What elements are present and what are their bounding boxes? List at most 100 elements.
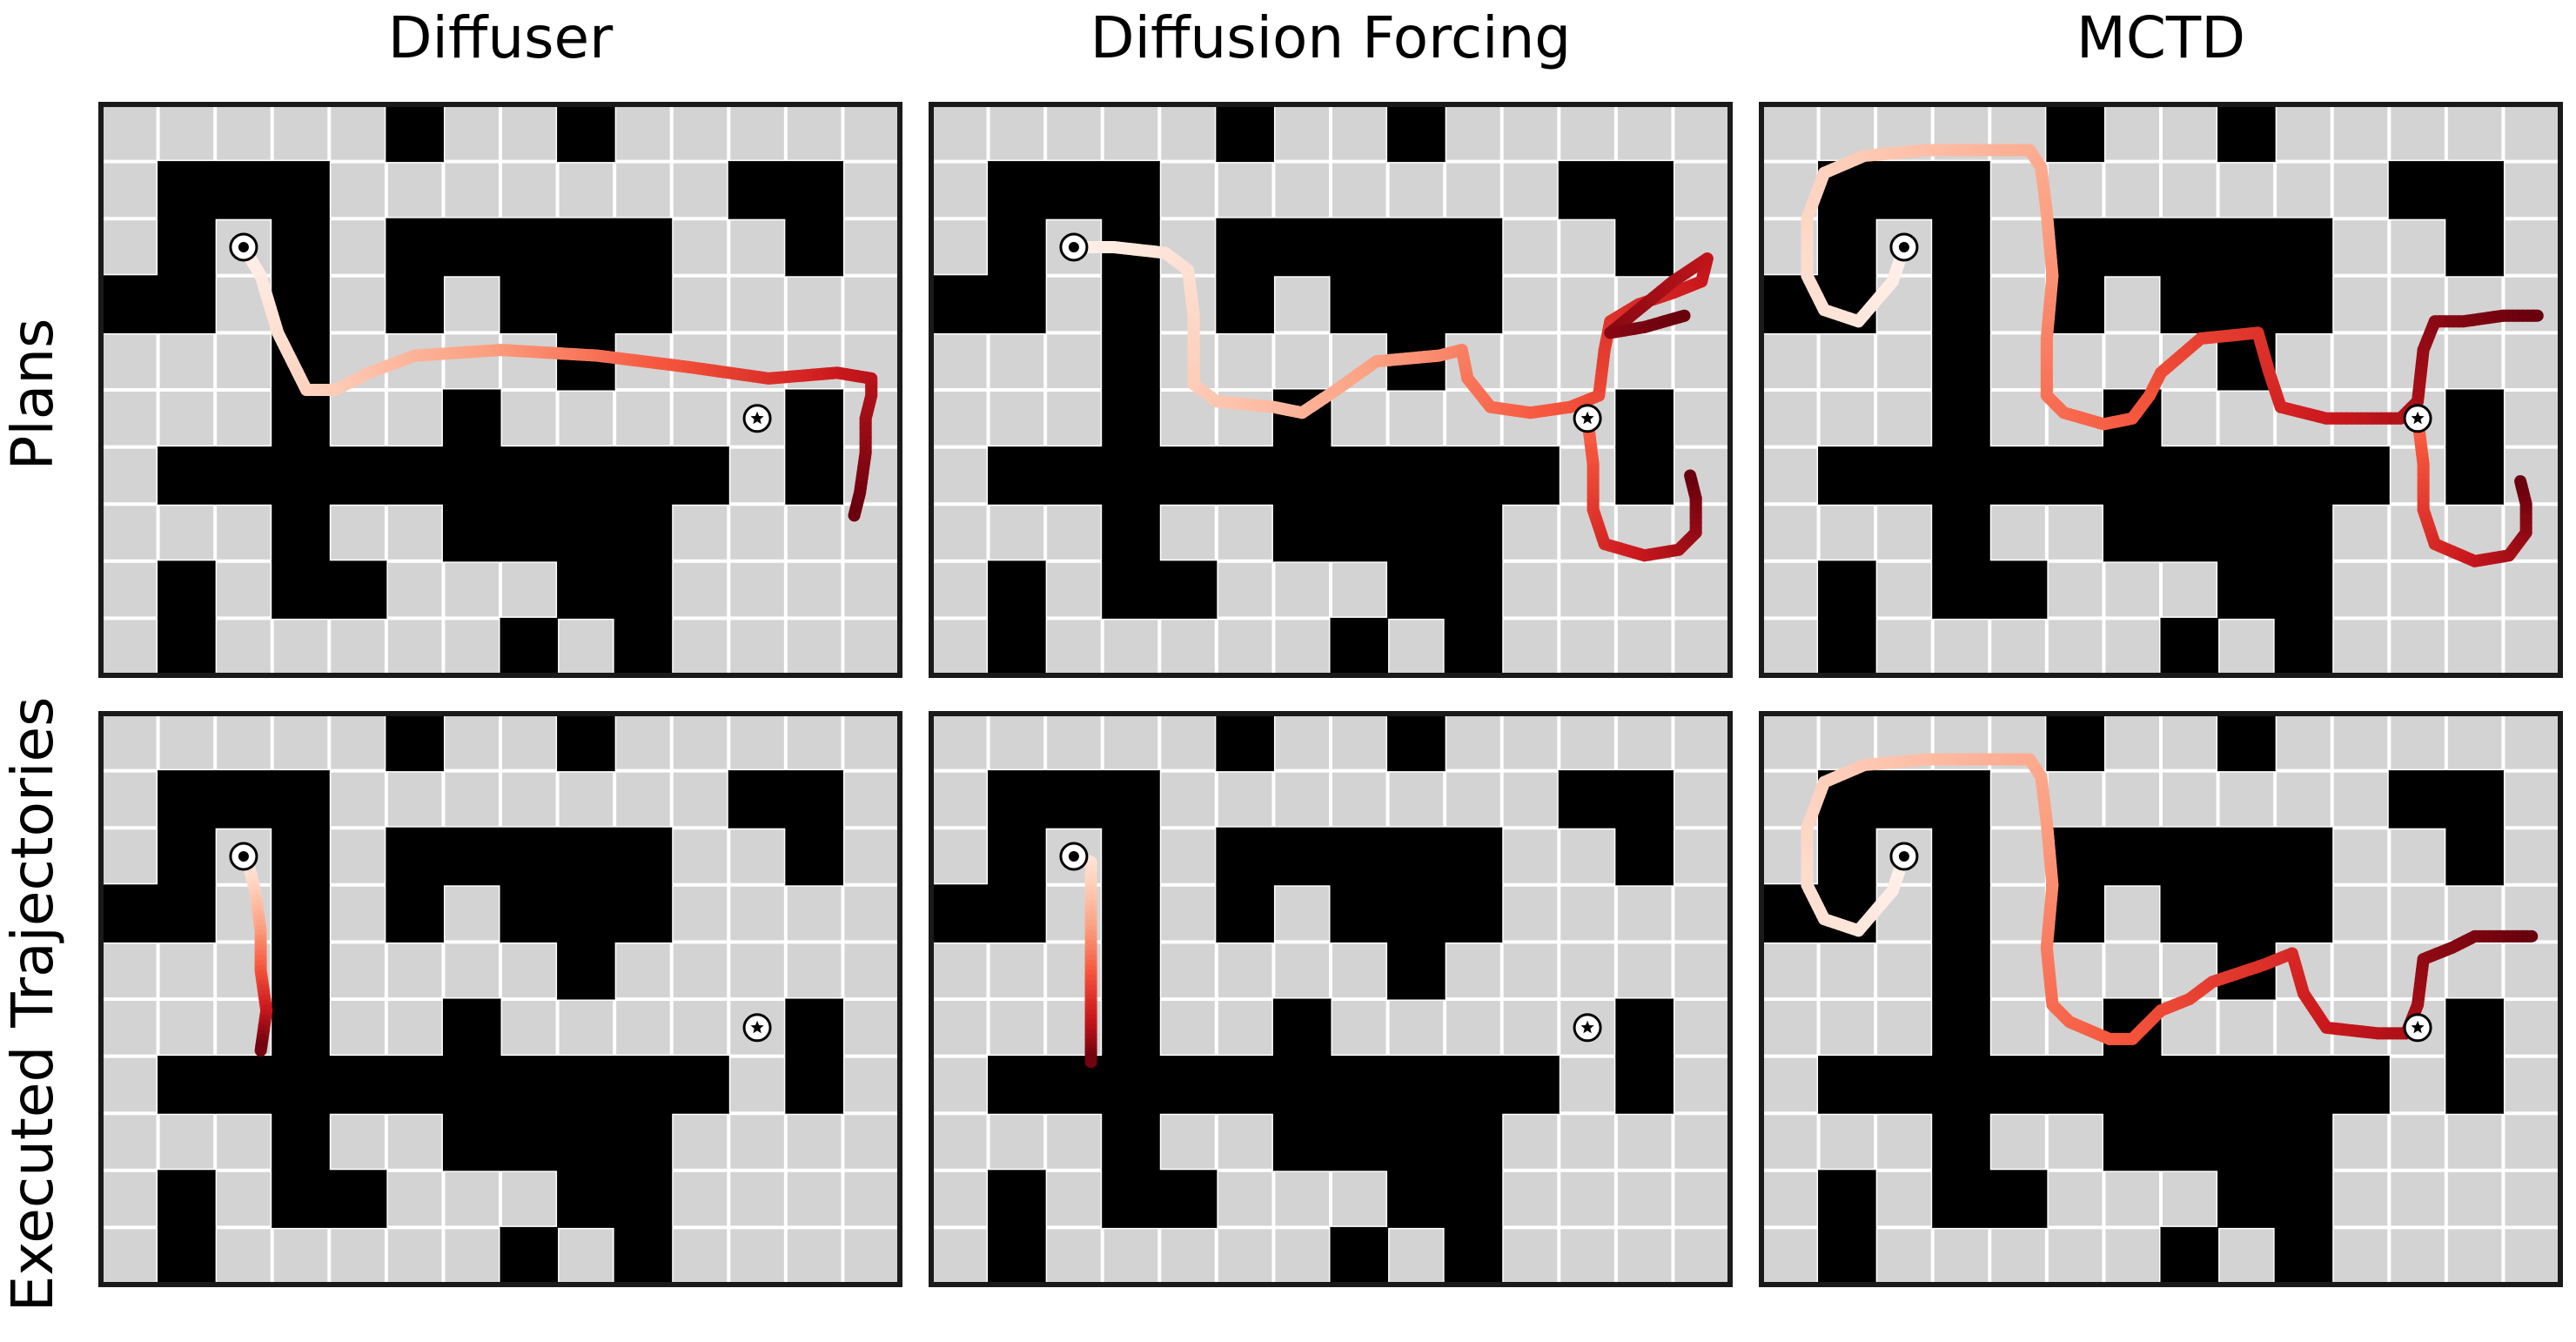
maze-wall <box>1216 275 1274 333</box>
maze-wall <box>2160 1056 2219 1114</box>
maze-wall <box>500 218 559 277</box>
maze-wall <box>1330 617 1389 676</box>
maze-wall <box>158 275 216 333</box>
maze-wall <box>1216 218 1274 277</box>
maze-wall <box>1615 218 1674 277</box>
maze-wall <box>1615 446 1674 505</box>
maze-wall <box>1102 998 1160 1057</box>
maze-wall <box>2103 998 2162 1057</box>
maze-wall <box>614 560 673 619</box>
maze-wall <box>1387 827 1446 886</box>
maze-wall <box>1615 998 1674 1057</box>
maze-wall <box>442 389 501 448</box>
maze-wall <box>988 1056 1046 1114</box>
goal-star-icon <box>2411 411 2425 425</box>
maze-wall <box>2274 827 2333 886</box>
maze-wall <box>442 446 501 505</box>
maze-wall <box>1818 617 1876 676</box>
maze-wall <box>1501 446 1560 505</box>
maze-wall <box>785 770 843 829</box>
start-marker-dot <box>1898 242 1909 252</box>
maze-wall <box>500 446 559 505</box>
maze-wall <box>1102 560 1160 619</box>
maze-frame <box>929 102 1733 678</box>
maze-wall <box>214 446 273 505</box>
maze-wall <box>1330 275 1389 333</box>
maze-wall <box>2217 884 2276 943</box>
maze-wall <box>214 1056 273 1114</box>
maze-wall <box>386 275 444 333</box>
maze-wall <box>1932 998 1990 1057</box>
maze-wall <box>1102 770 1160 829</box>
maze-wall <box>1444 446 1503 505</box>
maze-wall <box>2217 1170 2276 1228</box>
maze-wall <box>2217 104 2276 163</box>
maze-wall <box>386 446 444 505</box>
maze-wall <box>1818 1226 1876 1285</box>
maze-wall <box>2445 770 2504 829</box>
maze-wall <box>1272 503 1332 562</box>
start-marker-dot <box>1068 242 1079 252</box>
maze-frame <box>1759 711 2563 1287</box>
maze-wall <box>1102 503 1160 562</box>
row-label-plans: Plans <box>0 319 66 471</box>
maze-wall <box>1932 827 1990 886</box>
maze-wall <box>2274 1112 2333 1171</box>
maze-wall <box>2160 218 2219 277</box>
maze-wall <box>785 827 843 886</box>
maze-wall <box>500 827 559 886</box>
maze-wall <box>988 770 1046 829</box>
maze-wall <box>557 1170 615 1228</box>
maze-wall <box>728 161 787 219</box>
maze-wall <box>500 884 559 943</box>
trajectory-segment <box>2514 474 2528 493</box>
maze-wall <box>1932 503 1990 562</box>
maze-wall <box>2274 446 2333 505</box>
maze-wall <box>500 1056 559 1114</box>
maze-wall <box>614 446 673 505</box>
maze-wall <box>557 1056 615 1114</box>
maze-wall <box>272 1170 330 1228</box>
maze-wall <box>1444 884 1503 943</box>
maze-wall <box>1387 1056 1446 1114</box>
column-title-mcts: MCTD <box>2076 4 2245 71</box>
maze-wall <box>386 1056 444 1114</box>
maze-wall <box>500 275 559 333</box>
maze-wall <box>988 560 1046 619</box>
maze-wall <box>1387 275 1446 333</box>
maze-wall <box>2160 1226 2219 1285</box>
maze-panel-diffusion-forcing-plans <box>929 102 1733 678</box>
maze-wall <box>1875 770 1934 829</box>
maze-wall <box>328 1170 387 1228</box>
maze-wall <box>1818 1056 1876 1114</box>
maze-wall <box>1932 770 1990 829</box>
maze-wall <box>2217 446 2276 505</box>
maze-wall <box>614 1226 673 1285</box>
maze-wall <box>100 275 159 333</box>
maze-wall <box>442 1056 501 1114</box>
maze-wall <box>1818 560 1876 619</box>
maze-wall <box>1501 1056 1560 1114</box>
maze-panel-mcts-executed <box>1759 711 2563 1287</box>
maze-wall <box>2331 1056 2390 1114</box>
maze-wall <box>1272 1056 1332 1114</box>
maze-wall <box>785 218 843 277</box>
maze-wall <box>1875 446 1934 505</box>
maze-panel-diffusion-forcing-executed <box>929 711 1733 1287</box>
column-title-diffuser: Diffuser <box>388 4 614 71</box>
maze-wall <box>272 446 330 505</box>
trajectory-segment <box>1673 309 1691 324</box>
maze-wall <box>272 1112 330 1171</box>
maze-wall <box>1387 446 1446 505</box>
maze-wall <box>1387 503 1446 562</box>
maze-wall <box>386 104 444 163</box>
maze-wall <box>1387 104 1446 163</box>
maze-wall <box>1216 884 1274 943</box>
maze-wall <box>614 827 673 886</box>
maze-wall <box>614 503 673 562</box>
start-marker-dot <box>238 851 249 862</box>
maze-wall <box>1387 218 1446 277</box>
maze-wall <box>1158 560 1218 619</box>
maze-wall <box>1875 161 1934 219</box>
maze-wall <box>1102 1112 1160 1171</box>
